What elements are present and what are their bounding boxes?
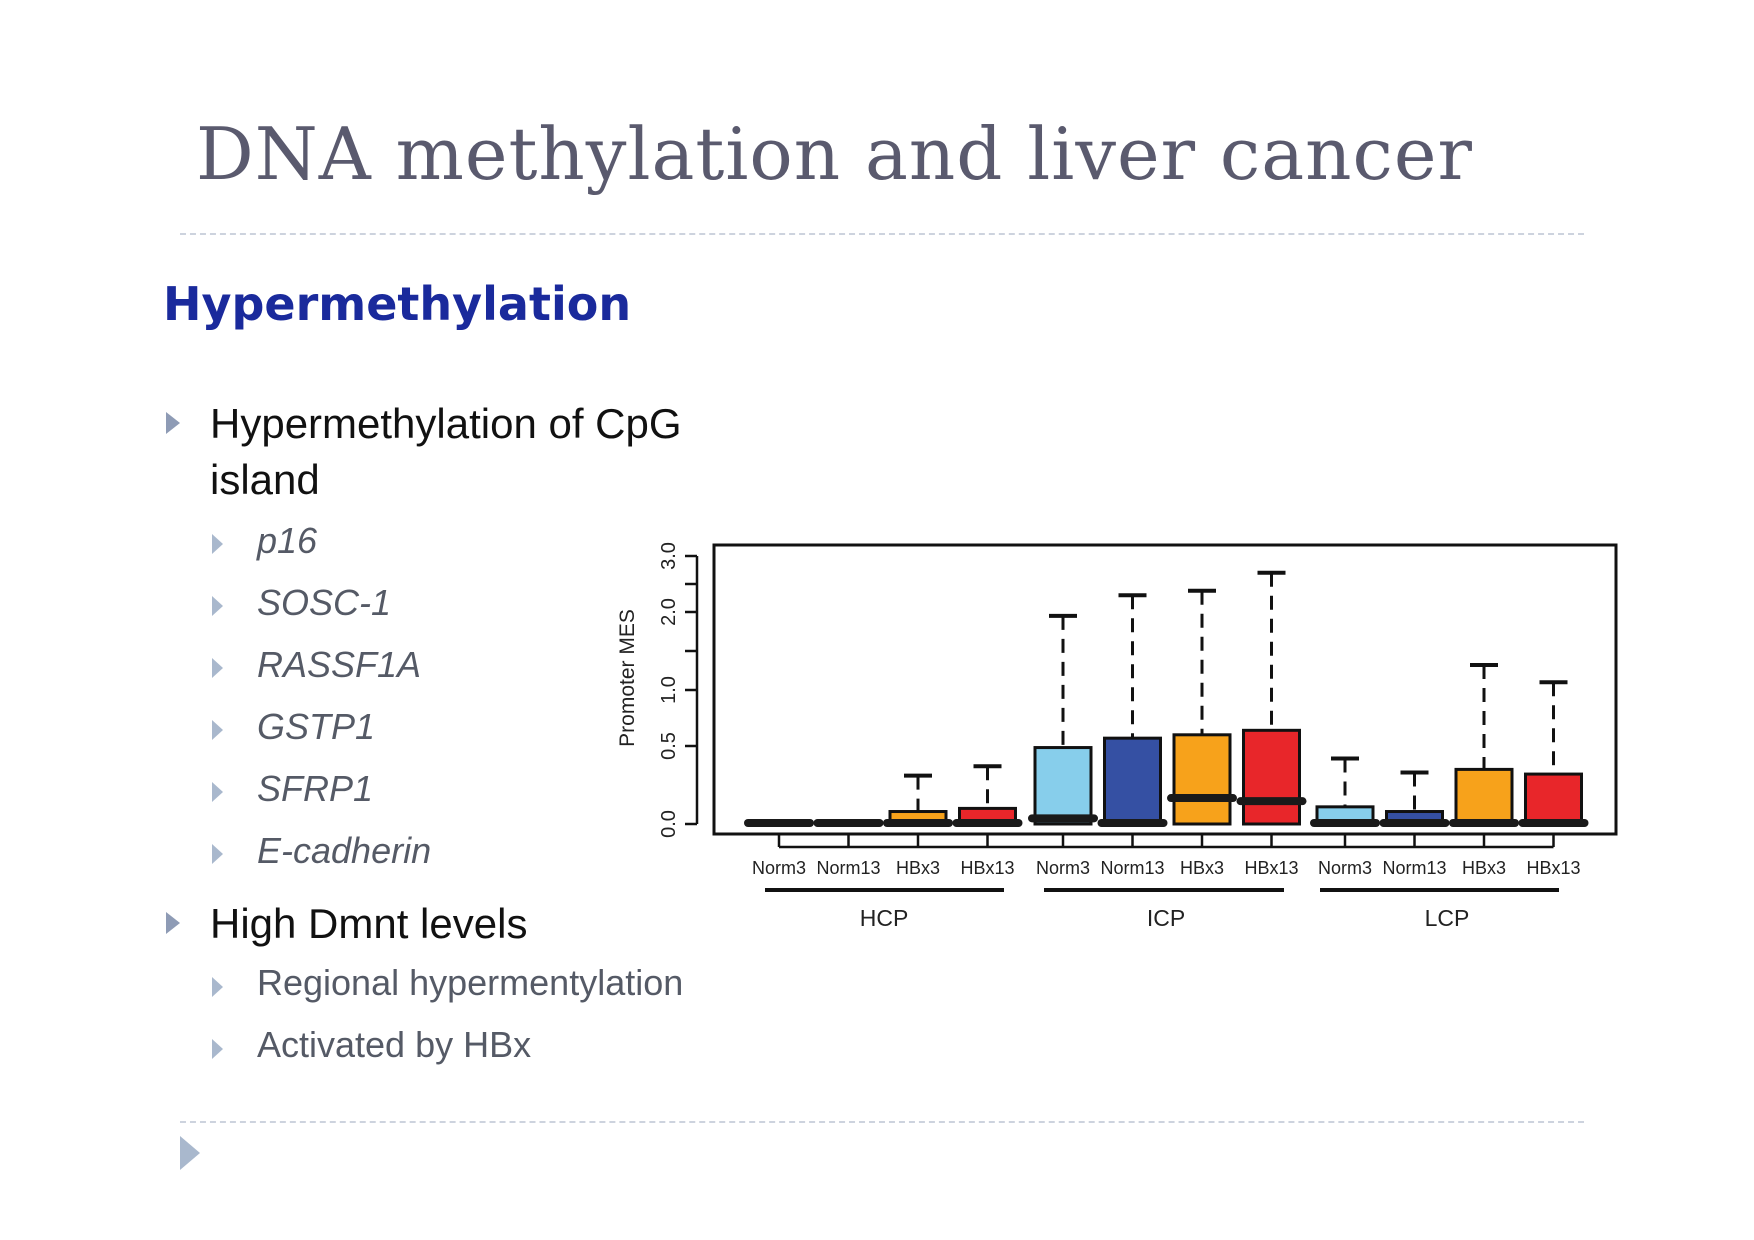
sub-bullet-arrow-icon (212, 658, 223, 678)
bullet-text: High Dmnt levels (210, 900, 528, 947)
y-tick-label: 0.0 (658, 810, 680, 838)
x-tick-label: Norm3 (1318, 858, 1372, 878)
x-tick-label: HBx13 (960, 858, 1014, 878)
x-tick-label: Norm13 (1100, 858, 1164, 878)
y-tick-label: 2.0 (658, 598, 680, 626)
box (1033, 746, 1093, 826)
group-label: HCP (860, 905, 909, 931)
gene-item: RASSF1A (257, 644, 422, 685)
bullet-text-continuation: island (210, 456, 320, 503)
bullet-arrow-icon (166, 412, 180, 434)
x-tick-label: HBx3 (1180, 858, 1224, 878)
top-divider (180, 233, 1584, 235)
sub-bullet-arrow-icon (212, 782, 223, 802)
bullet-text: Hypermethylation of CpG (210, 400, 682, 447)
x-tick-label: Norm3 (752, 858, 806, 878)
box (1242, 728, 1301, 826)
x-tick-label: Norm3 (1036, 858, 1090, 878)
sub-bullet-arrow-icon (212, 534, 223, 554)
sub-bullet-arrow-icon (212, 720, 223, 740)
box (1524, 772, 1583, 826)
y-tick-label: 0.5 (658, 732, 680, 760)
sub-bullet-text: Activated by HBx (257, 1024, 532, 1065)
x-tick-label: HBx3 (896, 858, 940, 878)
x-tick-label: Norm13 (1382, 858, 1446, 878)
y-axis-label: Promoter MES (616, 609, 639, 747)
sub-bullet-arrow-icon (212, 977, 223, 997)
gene-item: E-cadherin (257, 830, 432, 871)
box (1454, 767, 1514, 826)
y-tick-label: 1.0 (658, 676, 680, 704)
group-label: ICP (1147, 905, 1185, 931)
x-tick-label: HBx13 (1526, 858, 1580, 878)
section-heading: Hypermethylation (163, 277, 632, 331)
x-tick-label: HBx3 (1462, 858, 1506, 878)
bottom-divider (180, 1121, 1584, 1123)
box (1103, 736, 1162, 826)
x-tick-label: Norm13 (816, 858, 880, 878)
group-label: LCP (1425, 905, 1470, 931)
y-tick-label: 3.0 (658, 542, 680, 570)
slide-title: DNA methylation and liver cancer (196, 112, 1473, 196)
sub-bullet-arrow-icon (212, 596, 223, 616)
gene-item: p16 (257, 520, 318, 561)
plot-frame (712, 543, 1618, 836)
x-tick-label: HBx13 (1244, 858, 1298, 878)
gene-item: SFRP1 (257, 768, 374, 809)
box (1172, 733, 1232, 826)
gene-item: GSTP1 (257, 706, 376, 747)
bullet-arrow-icon (166, 912, 180, 934)
sub-bullet-arrow-icon (212, 1039, 223, 1059)
sub-bullet-text: Regional hypermentylation (257, 962, 684, 1003)
gene-item: SOSC-1 (257, 582, 392, 623)
footer-arrow-icon (180, 1136, 200, 1170)
sub-bullet-arrow-icon (212, 844, 223, 864)
